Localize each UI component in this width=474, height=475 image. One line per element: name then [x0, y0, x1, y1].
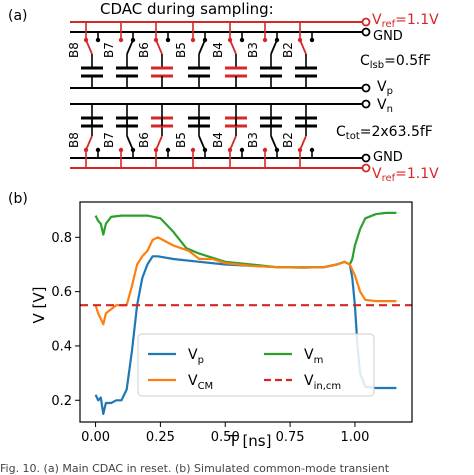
switch-blade — [126, 39, 134, 55]
series-group — [80, 211, 412, 415]
switch-blade — [299, 39, 307, 55]
x-tick-label: 0.00 — [81, 430, 110, 445]
switch-blade — [299, 135, 307, 151]
vref-top-label: Vref=1.1V — [372, 12, 439, 30]
bit-label: B2 — [281, 42, 295, 58]
switch-blade — [126, 135, 134, 151]
switch-contact — [309, 37, 315, 43]
switch-contact — [309, 147, 315, 153]
y-tick-label: 0.4 — [51, 339, 72, 354]
switch-blade — [85, 135, 93, 151]
bit-label: B5 — [174, 132, 188, 148]
panel-a-label: (a) — [8, 8, 28, 24]
bit-label: B2 — [281, 132, 295, 148]
switch-contact — [262, 37, 268, 43]
bit-label: B6 — [137, 42, 151, 58]
legend-box — [137, 333, 375, 397]
legend-entry-label: Vp — [188, 347, 204, 366]
bit-label: B3 — [246, 132, 260, 148]
terminal-node — [361, 99, 371, 109]
switch-contact — [239, 147, 245, 153]
bit-label: B5 — [174, 42, 188, 58]
switch-contact — [95, 37, 101, 43]
switch-contact — [165, 147, 171, 153]
terminal-node — [361, 17, 371, 27]
bottom-capacitor-array: B8 B7 B6 B5 B4 B3 B2 — [67, 104, 317, 168]
axes-frame — [79, 201, 413, 423]
series-line-v-p — [94, 255, 397, 415]
bit-label: B7 — [102, 42, 116, 58]
legend-entry-label: Vin,cm — [304, 373, 341, 392]
switch-blade — [198, 135, 206, 151]
cdac-title: CDAC during sampling: — [100, 0, 274, 18]
switch-blade — [85, 39, 93, 55]
x-axis-label: T [ns] — [228, 432, 272, 450]
switch-blade — [229, 135, 237, 151]
x-tick-label: 0.50 — [211, 430, 240, 445]
x-tick-label: 0.25 — [146, 430, 175, 445]
series-line-v-m — [94, 211, 397, 269]
y-axis-label: V [V] — [30, 287, 48, 324]
top-capacitor-array: B8 B7 B6 B5 B4 B3 B2 — [67, 22, 317, 88]
switch-contact — [118, 37, 124, 43]
legend: Vp Vm VCM Vin,cm — [137, 333, 375, 397]
vn-label: Vn — [377, 97, 393, 115]
ctot-label: Ctot=2x63.5fF — [336, 124, 433, 142]
cdac-schematic-panel: (a) CDAC during sampling: B8 B7 B6 B5 B4 B3 B2… — [8, 0, 439, 184]
bit-label: B4 — [211, 132, 225, 148]
switch-contact — [95, 147, 101, 153]
switch-contact — [165, 37, 171, 43]
terminal-node — [361, 83, 371, 93]
rail-lines — [70, 17, 371, 173]
switch-blade — [198, 39, 206, 55]
switch-blade — [270, 135, 278, 151]
switch-blade — [155, 135, 163, 151]
clsb-label: Clsb=0.5fF — [360, 53, 431, 71]
switch-blade — [155, 39, 163, 55]
bit-label: B6 — [137, 132, 151, 148]
gnd-bottom-label: GND — [373, 150, 403, 165]
x-tick-label: 1.00 — [340, 430, 369, 445]
switch-contact — [239, 37, 245, 43]
y-tick-label: 0.8 — [51, 231, 72, 246]
switch-contact — [190, 147, 196, 153]
y-tick-label: 0.2 — [51, 394, 72, 409]
switch-contact — [118, 147, 124, 153]
switch-blade — [229, 39, 237, 55]
vref-bottom-label: Vref=1.1V — [372, 166, 439, 184]
bit-label: B8 — [67, 132, 81, 148]
switch-blade — [270, 39, 278, 55]
terminal-node — [361, 163, 371, 173]
switch-contact — [262, 147, 268, 153]
switch-contact — [190, 37, 196, 43]
bit-label: B8 — [67, 42, 81, 58]
terminal-node — [361, 153, 371, 163]
y-tick-label: 0.6 — [51, 285, 72, 300]
gnd-top-label: GND — [373, 29, 403, 44]
x-tick-label: 0.75 — [276, 430, 305, 445]
vp-label: Vp — [377, 79, 393, 97]
transient-chart-panel: (b) 0.00 0.25 0.50 0.75 1.00 0.2 0.4 0.6 0.8 Vp Vm… — [8, 191, 413, 450]
bit-label: B7 — [102, 132, 116, 148]
bit-label: B4 — [211, 42, 225, 58]
bit-label: B3 — [246, 42, 260, 58]
figure-caption: Fig. 10. (a) Main CDAC in reset. (b) Sim… — [0, 462, 390, 475]
legend-entry-label: VCM — [188, 373, 213, 392]
terminal-node — [361, 27, 371, 37]
panel-b-label: (b) — [8, 191, 28, 207]
legend-entry-label: Vm — [304, 347, 323, 366]
series-line-v-cm — [94, 236, 397, 326]
